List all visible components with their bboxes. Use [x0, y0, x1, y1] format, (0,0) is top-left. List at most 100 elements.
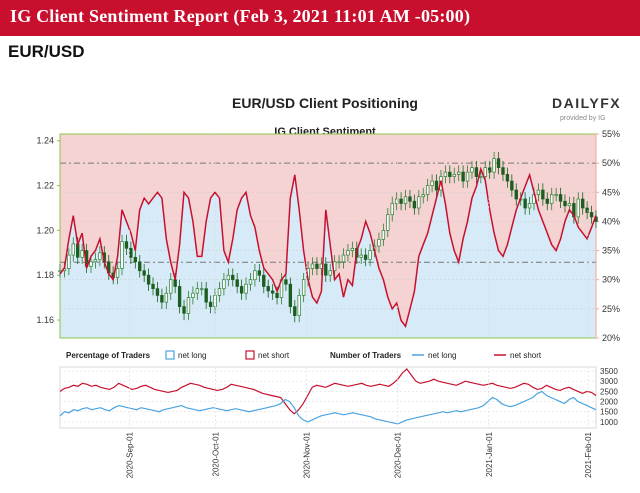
right-tick-label-3: 40%: [602, 216, 620, 226]
number-legend-title: Number of Traders: [330, 351, 402, 360]
candle-body-38: [226, 274, 231, 281]
left-tick-label-3: 1.18: [36, 270, 54, 280]
candle-body-85: [434, 180, 439, 191]
candle-body-29: [186, 297, 191, 314]
candle-body-21: [151, 283, 155, 290]
candle-body-111: [550, 194, 554, 204]
candle-body-23: [160, 295, 164, 303]
candle-body-115: [567, 203, 572, 207]
candle-body-19: [142, 270, 146, 276]
candle-body-25: [169, 279, 173, 294]
candle-body-40: [235, 279, 239, 287]
candle-body-54: [297, 295, 301, 316]
x-tick-label-5: 2021-Feb-01: [584, 431, 593, 477]
candle-body-119: [585, 207, 589, 213]
candle-body-49: [275, 292, 279, 298]
candle-body-61: [328, 270, 332, 276]
candle-body-31: [195, 288, 200, 294]
candle-body-75: [390, 203, 394, 216]
candle-body-14: [120, 241, 124, 269]
candle-body-22: [155, 288, 160, 296]
candle-body-99: [496, 158, 501, 168]
candle-body-117: [576, 198, 580, 218]
candle-body-7: [89, 261, 93, 267]
candle-body-102: [510, 180, 514, 191]
candle-body-43: [248, 279, 253, 285]
candle-body-93: [470, 167, 474, 173]
candle-body-88: [448, 171, 452, 177]
sub-plot-frame: [59, 366, 597, 429]
candle-body-20: [146, 274, 151, 285]
x-tick-label-4: 2021-Jan-01: [485, 431, 494, 476]
sub-tick-label-4: 1500: [600, 408, 618, 417]
candle-body-52: [288, 283, 293, 307]
candle-body-8: [93, 259, 98, 263]
report-title: IG Client Sentiment Report (Feb 3, 2021 …: [10, 6, 471, 26]
left-tick-label-1: 1.22: [36, 181, 54, 191]
candle-body-69: [363, 254, 368, 260]
chart-area: EUR/USD Client Positioning IG Client Sent…: [0, 70, 640, 488]
sub-tick-label-3: 2000: [600, 398, 618, 407]
candle-body-33: [204, 288, 208, 303]
sub-tick-label-0: 3500: [600, 367, 618, 376]
candle-body-105: [523, 198, 527, 209]
candle-body-82: [421, 194, 425, 198]
sub-tick-label-5: 1000: [600, 418, 618, 427]
legend-label-net-short: net short: [258, 351, 290, 360]
candle-body-39: [231, 274, 235, 281]
right-tick-label-4: 35%: [602, 246, 620, 256]
candle-body-24: [164, 292, 168, 303]
candle-body-18: [138, 261, 142, 272]
right-tick-label-7: 20%: [602, 333, 620, 343]
dailyfx-logo: DAILYFX: [552, 95, 621, 111]
candle-body-120: [589, 212, 594, 218]
candle-body-79: [408, 196, 412, 202]
x-tick-label-3: 2020-Dec-01: [394, 431, 403, 478]
candle-body-113: [558, 194, 563, 202]
candle-body-103: [514, 189, 518, 200]
legend-line-label-net-long: net long: [428, 351, 456, 360]
candle-body-95: [479, 176, 483, 178]
right-tick-label-0: 55%: [602, 129, 620, 139]
candle-body-76: [394, 198, 399, 204]
candle-body-13: [115, 268, 120, 278]
sub-tick-label-1: 3000: [600, 377, 618, 386]
candle-body-60: [324, 263, 328, 276]
candle-body-57: [310, 263, 315, 269]
candle-body-74: [386, 214, 390, 231]
left-tick-label-4: 1.16: [36, 315, 54, 325]
currency-pair-heading: EUR/USD: [8, 42, 85, 61]
x-tick-label-0: 2020-Sep-01: [126, 431, 135, 478]
candle-body-32: [200, 288, 204, 291]
candle-body-3: [71, 243, 75, 256]
right-tick-label-1: 50%: [602, 158, 620, 168]
candle-body-118: [581, 198, 585, 209]
candle-body-15: [124, 241, 129, 249]
candle-body-70: [368, 250, 372, 260]
candle-body-47: [266, 286, 270, 292]
net-short-line: [59, 166, 597, 328]
left-tick-label-0: 1.24: [36, 136, 54, 146]
candle-body-94: [474, 167, 479, 177]
candle-body-58: [315, 263, 319, 269]
candle-body-45: [257, 270, 262, 276]
candle-body-37: [222, 279, 226, 290]
candle-body-91: [461, 171, 465, 182]
candle-body-55: [301, 279, 306, 296]
report-banner: IG Client Sentiment Report (Feb 3, 2021 …: [0, 0, 640, 36]
candle-body-87: [443, 171, 448, 177]
candle-body-98: [492, 158, 496, 173]
candle-body-97: [488, 167, 492, 173]
candle-body-114: [563, 200, 567, 207]
candle-body-2: [67, 254, 71, 269]
legend-swatch-net-short: [245, 350, 255, 360]
candle-body-27: [177, 286, 182, 307]
right-tick-label-6: 25%: [602, 304, 620, 314]
candle-body-42: [244, 283, 248, 294]
candle-body-112: [554, 194, 558, 196]
candle-body-106: [527, 203, 532, 209]
candle-body-28: [182, 306, 186, 314]
candle-body-64: [341, 254, 346, 263]
